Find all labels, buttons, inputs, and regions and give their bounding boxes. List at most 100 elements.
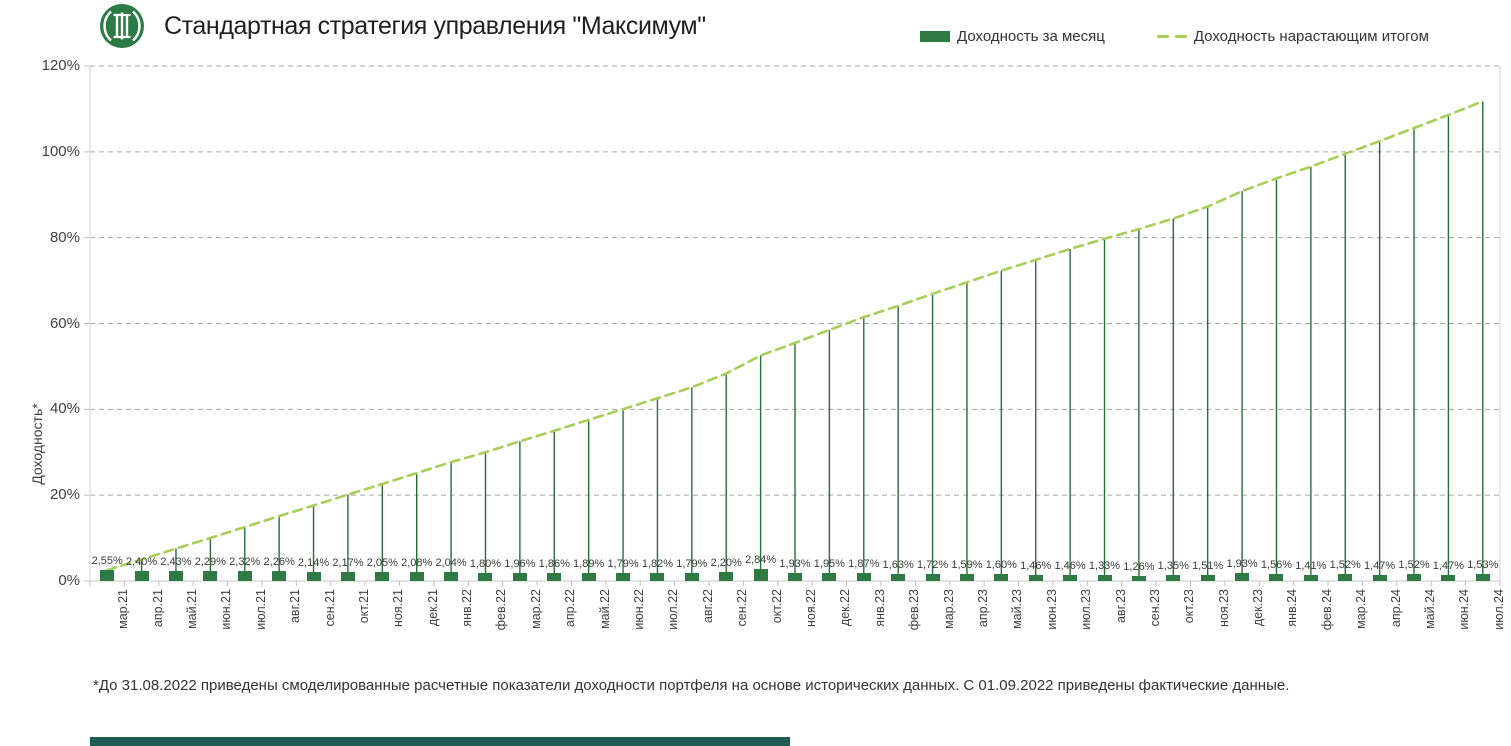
x-label-июл.23: июл.23 (1079, 589, 1094, 630)
bar-окт.23 (1166, 575, 1181, 581)
x-label-сен.23: сен.23 (1147, 589, 1162, 627)
legend-label-monthly: Доходность за месяц (957, 28, 1105, 45)
x-label-май.24: май.24 (1423, 589, 1438, 629)
x-label-мар.22: мар.22 (528, 589, 543, 629)
value-label-апр.22: 1,86% (538, 558, 570, 571)
bottom-accent-bar (90, 737, 790, 746)
x-label-сен.22: сен.22 (735, 589, 750, 627)
bar-июн.24 (1441, 574, 1456, 581)
y-tick-label-0%: 0% (58, 572, 80, 589)
bar-мар.23 (925, 573, 940, 581)
y-tick-label-100%: 100% (41, 142, 80, 160)
value-label-сен.21: 2,14% (297, 556, 330, 569)
legend-item-monthly: Доходность за месяц (920, 28, 1105, 45)
footnote: *До 31.08.2022 приведены смоделированные… (93, 677, 1290, 694)
x-label-июл.21: июл.21 (253, 589, 268, 630)
value-label-авг.23: 1,33% (1088, 560, 1121, 573)
bar-дек.21 (409, 572, 424, 581)
x-label-мар.23: мар.23 (941, 589, 956, 629)
value-label-июл.23: 1,46% (1054, 559, 1086, 572)
x-label-окт.23: окт.23 (1182, 589, 1197, 624)
value-label-дек.21: 2,08% (401, 557, 433, 570)
value-label-май.22: 1,89% (573, 557, 605, 570)
legend-item-cumulative: Доходность нарастающим итогом (1156, 28, 1429, 45)
legend-label-cumulative: Доходность нарастающим итогом (1193, 28, 1429, 45)
value-label-окт.23: 1,35% (1157, 560, 1189, 573)
bar-янв.22 (444, 572, 459, 581)
x-label-ноя.22: ноя.22 (804, 589, 818, 628)
value-label-апр.21: 2,40% (125, 555, 158, 568)
value-label-мар.24: 1,52% (1329, 559, 1361, 572)
bank-logo-icon (100, 4, 144, 48)
x-label-ноя.21: ноя.21 (391, 589, 406, 628)
x-label-июл.24: июл.24 (1491, 589, 1506, 630)
value-label-авг.22: 1,79% (676, 558, 708, 571)
bar-фев.22 (478, 573, 493, 581)
x-label-мар.21: мар.21 (116, 589, 131, 629)
y-axis-title: Доходность* (29, 402, 45, 485)
bar-апр.24 (1372, 574, 1387, 581)
bar-авг.23 (1097, 575, 1112, 581)
value-label-мар.21: 2,55% (91, 555, 123, 568)
x-label-май.22: май.22 (597, 589, 612, 629)
value-label-июл.22: 1,82% (641, 558, 674, 571)
bar-мар.24 (1338, 574, 1353, 581)
x-label-фев.22: фев.22 (494, 589, 509, 631)
value-label-фев.22: 1,80% (469, 558, 502, 571)
value-label-окт.22: 2,84% (745, 553, 777, 566)
bar-сен.22 (719, 571, 734, 581)
y-tick-label-120%: 120% (41, 57, 80, 74)
value-label-июл.24: 1,53% (1467, 559, 1499, 572)
value-label-май.23: 1,60% (985, 559, 1017, 572)
y-tick-label-60%: 60% (49, 314, 80, 332)
bar-ноя.23 (1200, 574, 1215, 581)
value-label-фев.23: 1,63% (882, 559, 914, 571)
x-label-авг.22: авг.22 (700, 589, 715, 624)
value-label-мар.23: 1,72% (916, 558, 949, 571)
x-label-авг.23: авг.23 (1113, 589, 1128, 624)
bar-фев.23 (891, 574, 906, 581)
bar-апр.21 (134, 570, 149, 581)
bar-фев.24 (1303, 574, 1318, 581)
value-label-ноя.21: 2,05% (366, 557, 398, 570)
value-label-июн.24: 1,47% (1432, 559, 1464, 572)
bar-июл.21 (237, 571, 252, 581)
legend-bar-swatch-icon (920, 31, 950, 42)
x-label-июн.22: июн.22 (632, 589, 647, 630)
x-label-дек.22: дек.22 (838, 589, 853, 627)
value-label-июн.22: 1,79% (607, 558, 639, 571)
x-label-мар.24: мар.24 (1354, 589, 1369, 629)
x-label-апр.21: апр.21 (150, 589, 165, 628)
x-label-сен.21: сен.21 (322, 589, 337, 627)
value-label-июл.21: 2,32% (229, 556, 261, 569)
x-label-фев.24: фев.24 (1319, 589, 1334, 631)
x-label-окт.21: окт.21 (356, 589, 371, 624)
x-label-дек.21: дек.21 (425, 589, 440, 627)
x-label-июн.23: июн.23 (1044, 589, 1059, 630)
bar-янв.24 (1269, 574, 1284, 581)
x-label-янв.22: янв.22 (460, 589, 475, 627)
x-label-дек.23: дек.23 (1251, 589, 1266, 627)
value-label-янв.24: 1,56% (1260, 559, 1293, 572)
value-label-окт.21: 2,17% (332, 556, 364, 569)
bar-янв.23 (856, 572, 871, 581)
x-label-июн.24: июн.24 (1457, 589, 1472, 630)
bar-май.24 (1407, 574, 1422, 581)
bar-май.22 (581, 572, 596, 581)
x-label-май.23: май.23 (1010, 589, 1025, 629)
value-label-апр.23: 1,59% (951, 559, 983, 572)
bar-мар.22 (512, 572, 527, 581)
x-label-май.21: май.21 (184, 589, 199, 629)
legend-dashed-line-swatch-icon (1156, 35, 1187, 38)
value-label-мар.22: 1,96% (504, 557, 536, 570)
value-label-июн.23: 1,46% (1020, 559, 1052, 572)
value-label-апр.24: 1,47% (1364, 559, 1396, 572)
bar-июн.22 (616, 573, 631, 581)
y-tick-label-80%: 80% (49, 228, 80, 246)
y-tick-label-20%: 20% (49, 486, 80, 504)
bar-июн.21 (203, 571, 218, 581)
value-label-дек.23: 1,93% (1226, 557, 1258, 570)
bar-авг.22 (684, 573, 699, 581)
x-label-апр.24: апр.24 (1388, 589, 1403, 628)
